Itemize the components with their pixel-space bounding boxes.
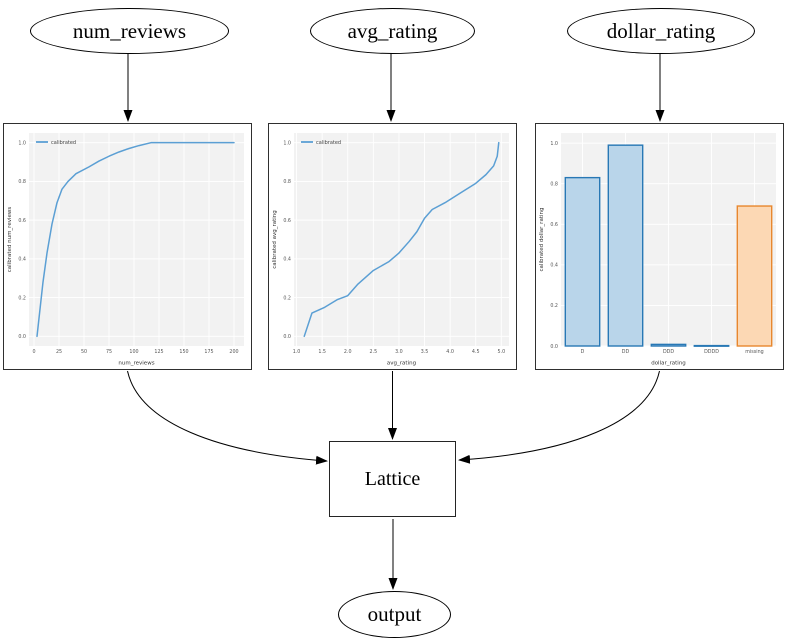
x-tick-label: DDDD — [704, 349, 719, 355]
legend-label: calibrated — [316, 140, 341, 146]
calibration-curve — [36, 141, 235, 338]
plot-area — [29, 133, 244, 346]
x-tick-label: DDD — [663, 349, 674, 355]
x-tick-label: 50 — [81, 349, 87, 355]
x-tick-label: 4.0 — [446, 349, 454, 355]
bar-DDDD — [693, 344, 730, 347]
bar-missing — [736, 205, 773, 347]
y-tick-label: 1.0 — [550, 141, 558, 147]
x-tick-label: 75 — [106, 349, 112, 355]
y-tick-label: 1.0 — [18, 140, 26, 146]
bar-DDD — [650, 343, 687, 347]
edge-num-reviews-calibrator-to-lattice — [127, 370, 328, 465]
chart-dollar-rating-calibration: D DD DDD DDDD missing 0.0 0.2 0.4 0.6 0.8 1.0 dolla… — [535, 123, 784, 370]
x-tick-label: 3.5 — [421, 349, 429, 355]
x-tick-label: 25 — [56, 349, 62, 355]
y-axis-label: calibrated num_reviews — [7, 207, 13, 273]
node-lattice-label: Lattice — [364, 467, 421, 490]
x-axis-label: avg_rating — [387, 361, 416, 367]
y-tick-label: 0.0 — [550, 344, 558, 350]
x-tick-label: 175 — [204, 349, 213, 355]
avg-rating-calibration-plot: 1.0 1.5 2.0 2.5 3.0 3.5 4.0 4.5 5.0 0.0 0.2 0.4 0.6 0… — [272, 133, 509, 367]
x-axis-label: dollar_rating — [651, 361, 686, 367]
x-tick-label: missing — [745, 349, 763, 355]
bar-DD — [607, 144, 644, 347]
calibration-curve — [303, 141, 500, 338]
dollar-rating-calibration-plot: D DD DDD DDDD missing0.00.20.40.60.81.0dolla… — [539, 133, 776, 367]
bar-D — [564, 176, 601, 347]
y-tick-label: 0.6 — [550, 222, 558, 228]
node-dollar-rating-label: dollar_rating — [606, 18, 716, 43]
y-tick-label: 0.8 — [18, 179, 26, 185]
y-tick-label: 0.8 — [550, 182, 558, 188]
x-tick-label: 1.0 — [293, 349, 301, 355]
y-axis-label: calibrated dollar_rating — [539, 208, 545, 272]
y-tick-label: 0.0 — [18, 334, 26, 340]
y-axis-label: calibrated avg_rating — [272, 210, 278, 269]
x-tick-label: 3.0 — [395, 349, 403, 355]
edge-dollar-rating-calibrator-to-lattice — [458, 370, 660, 464]
node-output[interactable]: output — [338, 591, 451, 638]
y-tick-label: 0.6 — [18, 218, 26, 224]
chart-avg-rating-calibration: 1.0 1.5 2.0 2.5 3.0 3.5 4.0 4.5 5.0 0.0 0.2 0.4 0.6 0… — [268, 123, 517, 370]
node-num-reviews[interactable]: num_reviews — [30, 8, 229, 54]
y-tick-label: 0.2 — [283, 295, 291, 301]
y-tick-label: 0.2 — [18, 295, 26, 301]
x-tick-label: 4.5 — [472, 349, 480, 355]
x-tick-label: D — [581, 349, 585, 355]
node-dollar-rating[interactable]: dollar_rating — [567, 8, 755, 54]
y-tick-label: 1.0 — [283, 140, 291, 146]
node-output-label: output — [367, 602, 422, 626]
y-tick-label: 0.6 — [283, 218, 291, 224]
node-num-reviews-label: num_reviews — [72, 18, 187, 43]
x-tick-label: 2.5 — [370, 349, 378, 355]
x-tick-label: DD — [622, 349, 630, 355]
x-tick-label: 150 — [179, 349, 188, 355]
y-tick-label: 0.4 — [18, 257, 26, 263]
x-tick-label: 5.0 — [498, 349, 506, 355]
x-tick-label: 2.0 — [344, 349, 352, 355]
x-tick-label: 0 — [32, 349, 35, 355]
y-tick-label: 0.2 — [550, 303, 558, 309]
node-avg-rating-label: avg_rating — [347, 18, 438, 43]
legend-label: calibrated — [51, 140, 76, 146]
y-tick-label: 0.4 — [550, 263, 558, 269]
chart-num-reviews-calibration: 0 25 50 75 100 125 150 175 200 0.0 0.2 0.4 0.6 0.8 1.0… — [3, 123, 252, 370]
x-tick-label: 125 — [154, 349, 163, 355]
x-tick-label: 1.5 — [318, 349, 326, 355]
y-tick-label: 0.4 — [283, 257, 291, 263]
plot-area — [294, 133, 509, 346]
x-tick-label: 100 — [129, 349, 138, 355]
node-lattice[interactable]: Lattice — [329, 441, 456, 517]
num-reviews-calibration-plot: 0 25 50 75 100 125 150 175 200 0.0 0.2 0.4 0.6 0.8 1.0… — [7, 133, 244, 367]
node-avg-rating[interactable]: avg_rating — [310, 8, 475, 54]
y-tick-label: 0.8 — [283, 179, 291, 185]
x-axis-label: num_reviews — [118, 361, 154, 367]
x-tick-label: 200 — [229, 349, 238, 355]
y-tick-label: 0.0 — [283, 334, 291, 340]
